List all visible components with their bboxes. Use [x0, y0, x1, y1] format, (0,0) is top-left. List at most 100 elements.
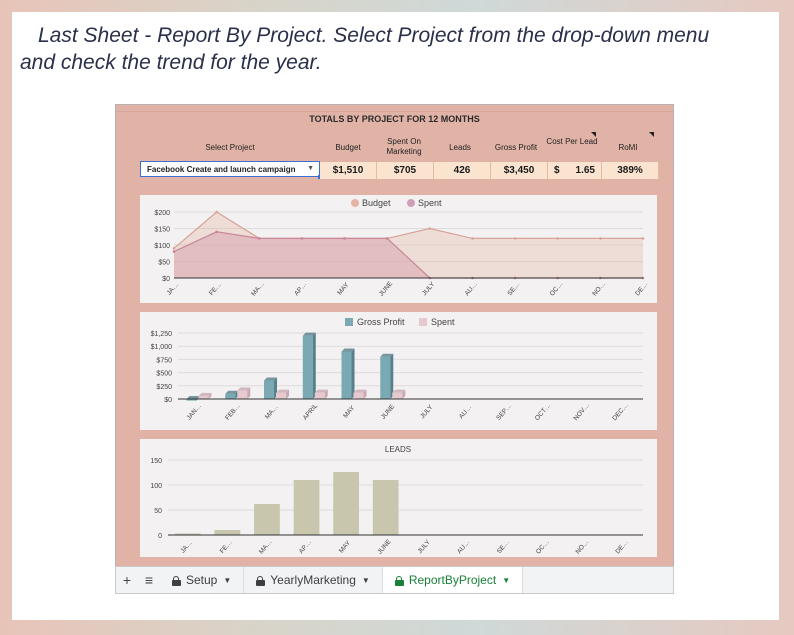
project-select-dropdown[interactable]: Facebook Create and launch campaign ▼ — [140, 161, 322, 179]
x-tick-label: AP… — [293, 281, 308, 297]
bar-side — [363, 389, 367, 399]
legend-marker — [407, 199, 415, 207]
header-spent-on-marketing: Spent On Marketing — [386, 137, 422, 156]
spreadsheet-area: TOTALS BY PROJECT FOR 12 MONTHS Select P… — [115, 104, 674, 570]
x-tick-label: NO… — [591, 281, 607, 298]
grid-top-row — [116, 105, 673, 112]
header-budget: Budget — [335, 143, 361, 152]
note-marker-icon — [649, 132, 654, 137]
y-tick-label: $750 — [156, 357, 172, 364]
caption: Last Sheet - Report By Project. Select P… — [20, 22, 750, 76]
bar-leads — [293, 480, 320, 535]
tab-label: Setup — [186, 573, 218, 587]
bar-top — [314, 389, 328, 393]
bar-leads — [174, 533, 201, 535]
lock-icon — [256, 575, 266, 586]
y-tick-label: $250 — [156, 384, 172, 391]
x-tick-label: JUNE — [380, 403, 397, 421]
caret-down-icon[interactable]: ▼ — [223, 575, 232, 585]
bar-gross-profit — [186, 399, 197, 401]
bar-gross-profit — [341, 351, 352, 399]
legend-label: Spent — [418, 198, 442, 208]
bar-top — [392, 389, 406, 393]
gross-profit-value[interactable]: $3,450 — [491, 162, 548, 179]
caret-down-icon[interactable]: ▼ — [502, 575, 511, 585]
y-tick-label: 100 — [150, 483, 162, 490]
caption-line-2: and check the trend for the year. — [20, 51, 322, 74]
bar-side — [208, 392, 212, 399]
bar-top — [353, 389, 367, 393]
data-point — [343, 237, 346, 240]
leads-value[interactable]: 426 — [434, 162, 491, 179]
x-tick-label: OC… — [535, 539, 551, 556]
header-romi: RoMI — [618, 143, 638, 152]
bar-leads — [333, 472, 359, 535]
bar-spent — [198, 395, 209, 399]
chart-title: LEADS — [385, 445, 411, 454]
x-tick-label: JULY — [419, 403, 435, 420]
x-tick-label: MAY — [336, 281, 351, 296]
plus-icon[interactable]: + — [122, 572, 132, 588]
header-cost-per-lead: Cost Per Lead — [546, 137, 598, 146]
list-icon[interactable]: ≡ — [144, 572, 154, 588]
data-point — [172, 250, 176, 253]
x-tick-label: AU… — [464, 281, 479, 297]
caption-line-1: Last Sheet - Report By Project. Select P… — [38, 24, 710, 47]
bar-top — [302, 332, 316, 336]
data-point — [257, 237, 261, 240]
bar-gross-profit — [380, 356, 391, 399]
tab-label: ReportByProject — [408, 573, 497, 587]
leads-chart[interactable]: LEADS 0 50 100 150 JA… FE… MA… AP… MAY JUNE JULY AU…… — [140, 439, 657, 557]
y-tick-label: $200 — [154, 210, 170, 217]
bar-side — [312, 332, 316, 399]
x-tick-label: NO… — [575, 539, 591, 556]
bar-spent — [392, 392, 403, 399]
budget-spent-chart[interactable]: $0 $50 $100 $150 $200 JA… FE… MA… AP… MAY JUNE JULY… — [140, 195, 657, 303]
x-tick-label: SE… — [506, 281, 521, 297]
x-tick-label: JULY — [417, 538, 433, 555]
x-tick-label: SEP… — [495, 402, 513, 421]
x-tick-label: JAN… — [186, 403, 203, 422]
data-point — [599, 237, 602, 240]
tab-setup[interactable]: Setup ▼ — [160, 567, 245, 593]
x-tick-label: AU… — [458, 404, 473, 420]
data-point — [385, 237, 389, 240]
x-tick-label: MA… — [250, 281, 266, 298]
cpl-currency: $ — [554, 165, 560, 176]
bar-leads — [214, 530, 241, 535]
bar-spent — [276, 392, 287, 399]
lock-icon — [172, 575, 181, 586]
data-point — [471, 237, 474, 240]
gross-profit-chart[interactable]: $0 $250 $500 $750 $1,000 $1,250 JAN… FEB… MA… APR… — [140, 312, 657, 430]
legend-label: Gross Profit — [357, 317, 405, 327]
romi-value[interactable]: 389% — [602, 162, 659, 179]
series-area-spent — [174, 231, 643, 278]
cost-per-lead-value[interactable]: $ 1.65 — [548, 162, 602, 179]
legend-marker — [419, 318, 427, 326]
budget-value[interactable]: $1,510 — [320, 162, 377, 179]
x-tick-label: SE… — [496, 539, 511, 555]
x-tick-label: AU… — [456, 539, 471, 555]
bar-top — [237, 387, 251, 391]
y-tick-label: $1,000 — [151, 344, 173, 351]
note-marker-icon — [591, 132, 596, 137]
x-tick-label: MA… — [264, 404, 280, 421]
bar-gross-profit — [225, 393, 236, 399]
tab-report-by-project[interactable]: ReportByProject ▼ — [382, 567, 524, 593]
bar-leads — [254, 504, 280, 535]
x-tick-label: JUNE — [376, 538, 393, 556]
dropdown-arrow-icon[interactable]: ▼ — [307, 165, 314, 172]
x-tick-label: DEC… — [611, 402, 629, 422]
y-tick-label: 0 — [158, 533, 162, 540]
data-point — [428, 227, 432, 230]
spent-value[interactable]: $705 — [377, 162, 434, 179]
bar-top — [186, 396, 200, 399]
data-point — [641, 276, 645, 280]
caret-down-icon[interactable]: ▼ — [361, 575, 370, 585]
data-point — [215, 230, 218, 234]
area-chart-svg: $0 $50 $100 $150 $200 JA… FE… MA… AP… MAY JUNE JULY… — [154, 198, 649, 298]
data-point — [300, 237, 304, 240]
x-tick-label: MAY — [338, 539, 353, 554]
y-tick-label: $150 — [154, 227, 170, 234]
tab-yearly-marketing[interactable]: YearlyMarketing ▼ — [244, 567, 383, 593]
